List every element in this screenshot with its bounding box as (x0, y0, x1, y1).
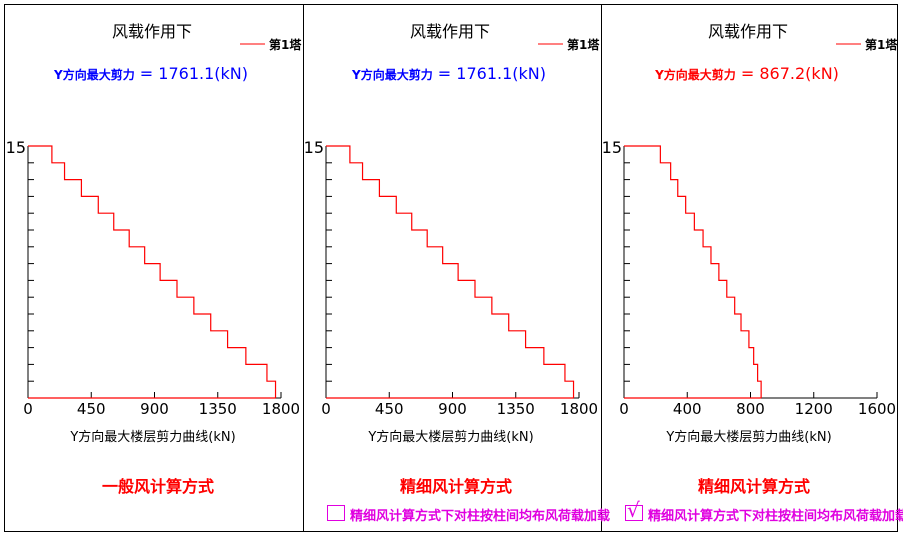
checkmark-icon: √ (627, 498, 640, 522)
shear-step-line (28, 145, 277, 398)
uniform-wind-checkbox-label[interactable]: 精细风计算方式下对柱按柱间均布风荷载加载 (648, 509, 903, 524)
panel-divider-2 (601, 4, 602, 532)
x-tick-label: 1200 (795, 400, 833, 418)
max-shear-subtitle: Y方向最大剪力 = 1761.1(kN) (351, 64, 546, 83)
legend-label: 第1塔 (567, 37, 600, 52)
x-axis-label: Y方向最大楼层剪力曲线(kN) (367, 429, 533, 445)
figure-frame (4, 4, 898, 532)
x-tick-label: 900 (140, 400, 169, 418)
chart-title: 风载作用下 (708, 22, 788, 41)
x-tick-label: 400 (673, 400, 702, 418)
method-label: 精细风计算方式 (400, 477, 512, 496)
x-tick-label: 450 (375, 400, 404, 418)
shear-step-line (326, 145, 575, 398)
legend-label: 第1塔 (865, 37, 898, 52)
max-shear-value: = 1761.1(kN) (135, 64, 248, 83)
chart-title: 风载作用下 (112, 22, 192, 41)
legend-label: 第1塔 (269, 37, 302, 52)
max-shear-subtitle: Y方向最大剪力 = 867.2(kN) (654, 64, 839, 83)
method-label: 精细风计算方式 (698, 477, 810, 496)
shear-step-line (624, 145, 762, 398)
x-tick-label: 0 (619, 400, 629, 418)
max-shear-label: Y方向最大剪力 (654, 67, 736, 82)
y-tick-label: 15 (304, 138, 324, 157)
x-tick-label: 1800 (262, 400, 300, 418)
max-shear-value: = 1761.1(kN) (433, 64, 546, 83)
x-axis-label: Y方向最大楼层剪力曲线(kN) (665, 429, 831, 445)
uniform-wind-checkbox[interactable] (327, 505, 345, 521)
x-tick-label: 0 (321, 400, 331, 418)
x-tick-label: 1600 (858, 400, 896, 418)
max-shear-subtitle: Y方向最大剪力 = 1761.1(kN) (53, 64, 248, 83)
uniform-wind-checkbox[interactable]: √ (625, 500, 643, 521)
x-tick-label: 0 (23, 400, 33, 418)
x-tick-label: 1800 (560, 400, 598, 418)
method-label: 一般风计算方式 (102, 477, 214, 496)
x-tick-label: 800 (736, 400, 765, 418)
chart-title: 风载作用下 (410, 22, 490, 41)
x-axis-label: Y方向最大楼层剪力曲线(kN) (69, 429, 235, 445)
x-tick-label: 450 (77, 400, 106, 418)
y-tick-label: 15 (6, 138, 26, 157)
panel-divider-1 (303, 4, 304, 532)
x-tick-label: 900 (438, 400, 467, 418)
max-shear-value: = 867.2(kN) (736, 64, 839, 83)
max-shear-label: Y方向最大剪力 (351, 67, 433, 82)
x-tick-label: 1350 (497, 400, 535, 418)
y-tick-label: 15 (602, 138, 622, 157)
uniform-wind-checkbox-label[interactable]: 精细风计算方式下对柱按柱间均布风荷载加载 (350, 509, 611, 524)
max-shear-label: Y方向最大剪力 (53, 67, 135, 82)
x-tick-label: 1350 (199, 400, 237, 418)
